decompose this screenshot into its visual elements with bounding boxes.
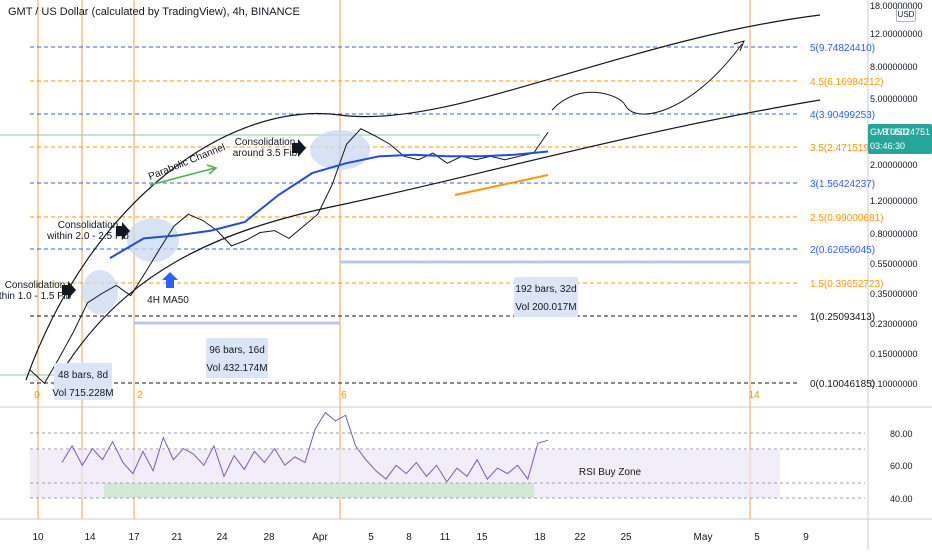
cycle-number: 2 xyxy=(137,390,143,401)
consolidation1-line1: Consolidation xyxy=(5,280,66,291)
rsi-series xyxy=(61,411,549,483)
fib-level-label: 3(1.56424237) xyxy=(810,179,875,190)
consolidation3-line1: Consolidation xyxy=(235,137,296,148)
current-price-tag xyxy=(868,124,932,154)
consolidation-zone xyxy=(310,130,370,170)
price-axis-label: 2.00000000 xyxy=(870,160,918,170)
fib-level-label: 5(9.74824410) xyxy=(810,43,875,54)
price-axis-label: 0.55000000 xyxy=(870,259,918,269)
time-axis-label: 5 xyxy=(754,532,760,543)
ma50-arrow-icon xyxy=(162,272,178,288)
range-info-2-text: Vol 432.174M xyxy=(206,363,267,374)
price-axis-label: 0.10000000 xyxy=(870,379,918,389)
arrow-icon xyxy=(292,139,306,157)
consolidation2-line1: Consolidation xyxy=(58,220,119,231)
arrow-icon xyxy=(62,281,76,299)
rsi-buy-zone xyxy=(104,483,534,498)
price-axis-label: 12.00000000 xyxy=(870,29,923,39)
time-axis-label: 22 xyxy=(574,532,586,543)
fib-level-label: 4.5(6.16984212) xyxy=(810,77,883,88)
price-axis-label: 5.00000000 xyxy=(870,94,918,104)
rsi-zone-label: RSI Buy Zone xyxy=(579,467,642,478)
rsi-axis-label: 40.00 xyxy=(890,494,913,504)
consolidation1-line2: thin 1.0 - 1.5 Fib xyxy=(0,291,72,302)
time-axis-label: 21 xyxy=(171,532,183,543)
fib-level-label: 3.5(2.47151925) xyxy=(810,143,883,154)
fib-level-label: 2(0.62656045) xyxy=(810,245,875,256)
price-axis-label: 0.35000000 xyxy=(870,289,918,299)
parabolic-label: Parabolic Channel xyxy=(147,142,227,183)
currency-badge[interactable]: USD xyxy=(896,8,916,22)
fib-level-label: 4(3.90499253) xyxy=(810,110,875,121)
cycle-number: 14 xyxy=(748,390,760,401)
consolidation-zone xyxy=(127,218,179,262)
rsi-axis-label: 80.00 xyxy=(890,429,913,439)
time-axis-label: 8 xyxy=(406,532,412,543)
fib-level-label: 1.5(0.39652723) xyxy=(810,279,883,290)
range-info-3-text: Vol 200.017M xyxy=(515,302,576,313)
channel-upper xyxy=(25,14,821,381)
fib-level-label: 0(0.10046185) xyxy=(810,379,875,390)
ma50-label: 4H MA50 xyxy=(147,295,189,306)
price-axis-label: 18.00000000 xyxy=(870,1,923,11)
time-axis-label: 9 xyxy=(803,532,809,543)
consolidation-zone xyxy=(82,270,118,314)
range-info-3 xyxy=(514,277,578,317)
time-axis-label: 10 xyxy=(32,532,44,543)
range-info-1-text: 48 bars, 8d xyxy=(58,370,108,381)
time-axis-label: 14 xyxy=(84,532,96,543)
price-axis-label: 0.15000000 xyxy=(870,349,918,359)
price-axis-label: 0.80000000 xyxy=(870,229,918,239)
fib-level-label: 1(0.25093413) xyxy=(810,312,875,323)
time-axis-label: 18 xyxy=(534,532,546,543)
time-axis-label: 11 xyxy=(440,532,451,543)
arrow-icon xyxy=(116,222,130,240)
time-axis-label: Apr xyxy=(312,532,328,543)
price-series xyxy=(29,128,549,385)
range-info-2-text: 96 bars, 16d xyxy=(209,345,265,356)
time-axis-label: 25 xyxy=(620,532,632,543)
cycle-number: 6 xyxy=(341,390,347,401)
parabolic-arrowhead xyxy=(206,164,218,175)
ma50-series xyxy=(109,150,549,259)
channel-lower xyxy=(53,99,821,386)
range-info-1-text: Vol 715.228M xyxy=(52,388,113,399)
range-info-2 xyxy=(206,338,268,378)
time-axis-label: May xyxy=(694,532,713,543)
chart-title: GMT / US Dollar (calculated by TradingVi… xyxy=(8,6,300,18)
time-axis-label: 17 xyxy=(128,532,140,543)
range-info-1 xyxy=(54,363,112,400)
projection-curve xyxy=(551,43,743,115)
parabolic-arrow-line xyxy=(149,167,216,186)
rsi-axis-label: 60.00 xyxy=(890,461,913,471)
time-axis-label: 24 xyxy=(216,532,228,543)
time-axis-label: 5 xyxy=(368,532,374,543)
time-axis-label: 28 xyxy=(263,532,275,543)
cycle-number: 0 xyxy=(34,390,40,401)
time-axis-label: 15 xyxy=(476,532,488,543)
projection-arrowhead xyxy=(733,40,745,52)
current-price: 3.05024751 xyxy=(882,127,930,137)
consolidation3-line2: around 3.5 Fib xyxy=(233,148,298,159)
consolidation2-line2: within 2.0 - 2.5 Fib xyxy=(46,231,129,242)
price-axis-label: 1.20000000 xyxy=(870,196,918,206)
price-axis-label: 0.23000000 xyxy=(870,319,918,329)
fib-level-label: 2.5(0.99000681) xyxy=(810,213,883,224)
price-axis-label: 8.00000000 xyxy=(870,62,918,72)
orange-trend-line xyxy=(454,174,549,196)
price-countdown: 03:46:30 xyxy=(870,141,905,151)
current-symbol: GMTUSD xyxy=(870,127,909,137)
range-info-3-text: 192 bars, 32d xyxy=(515,284,576,295)
